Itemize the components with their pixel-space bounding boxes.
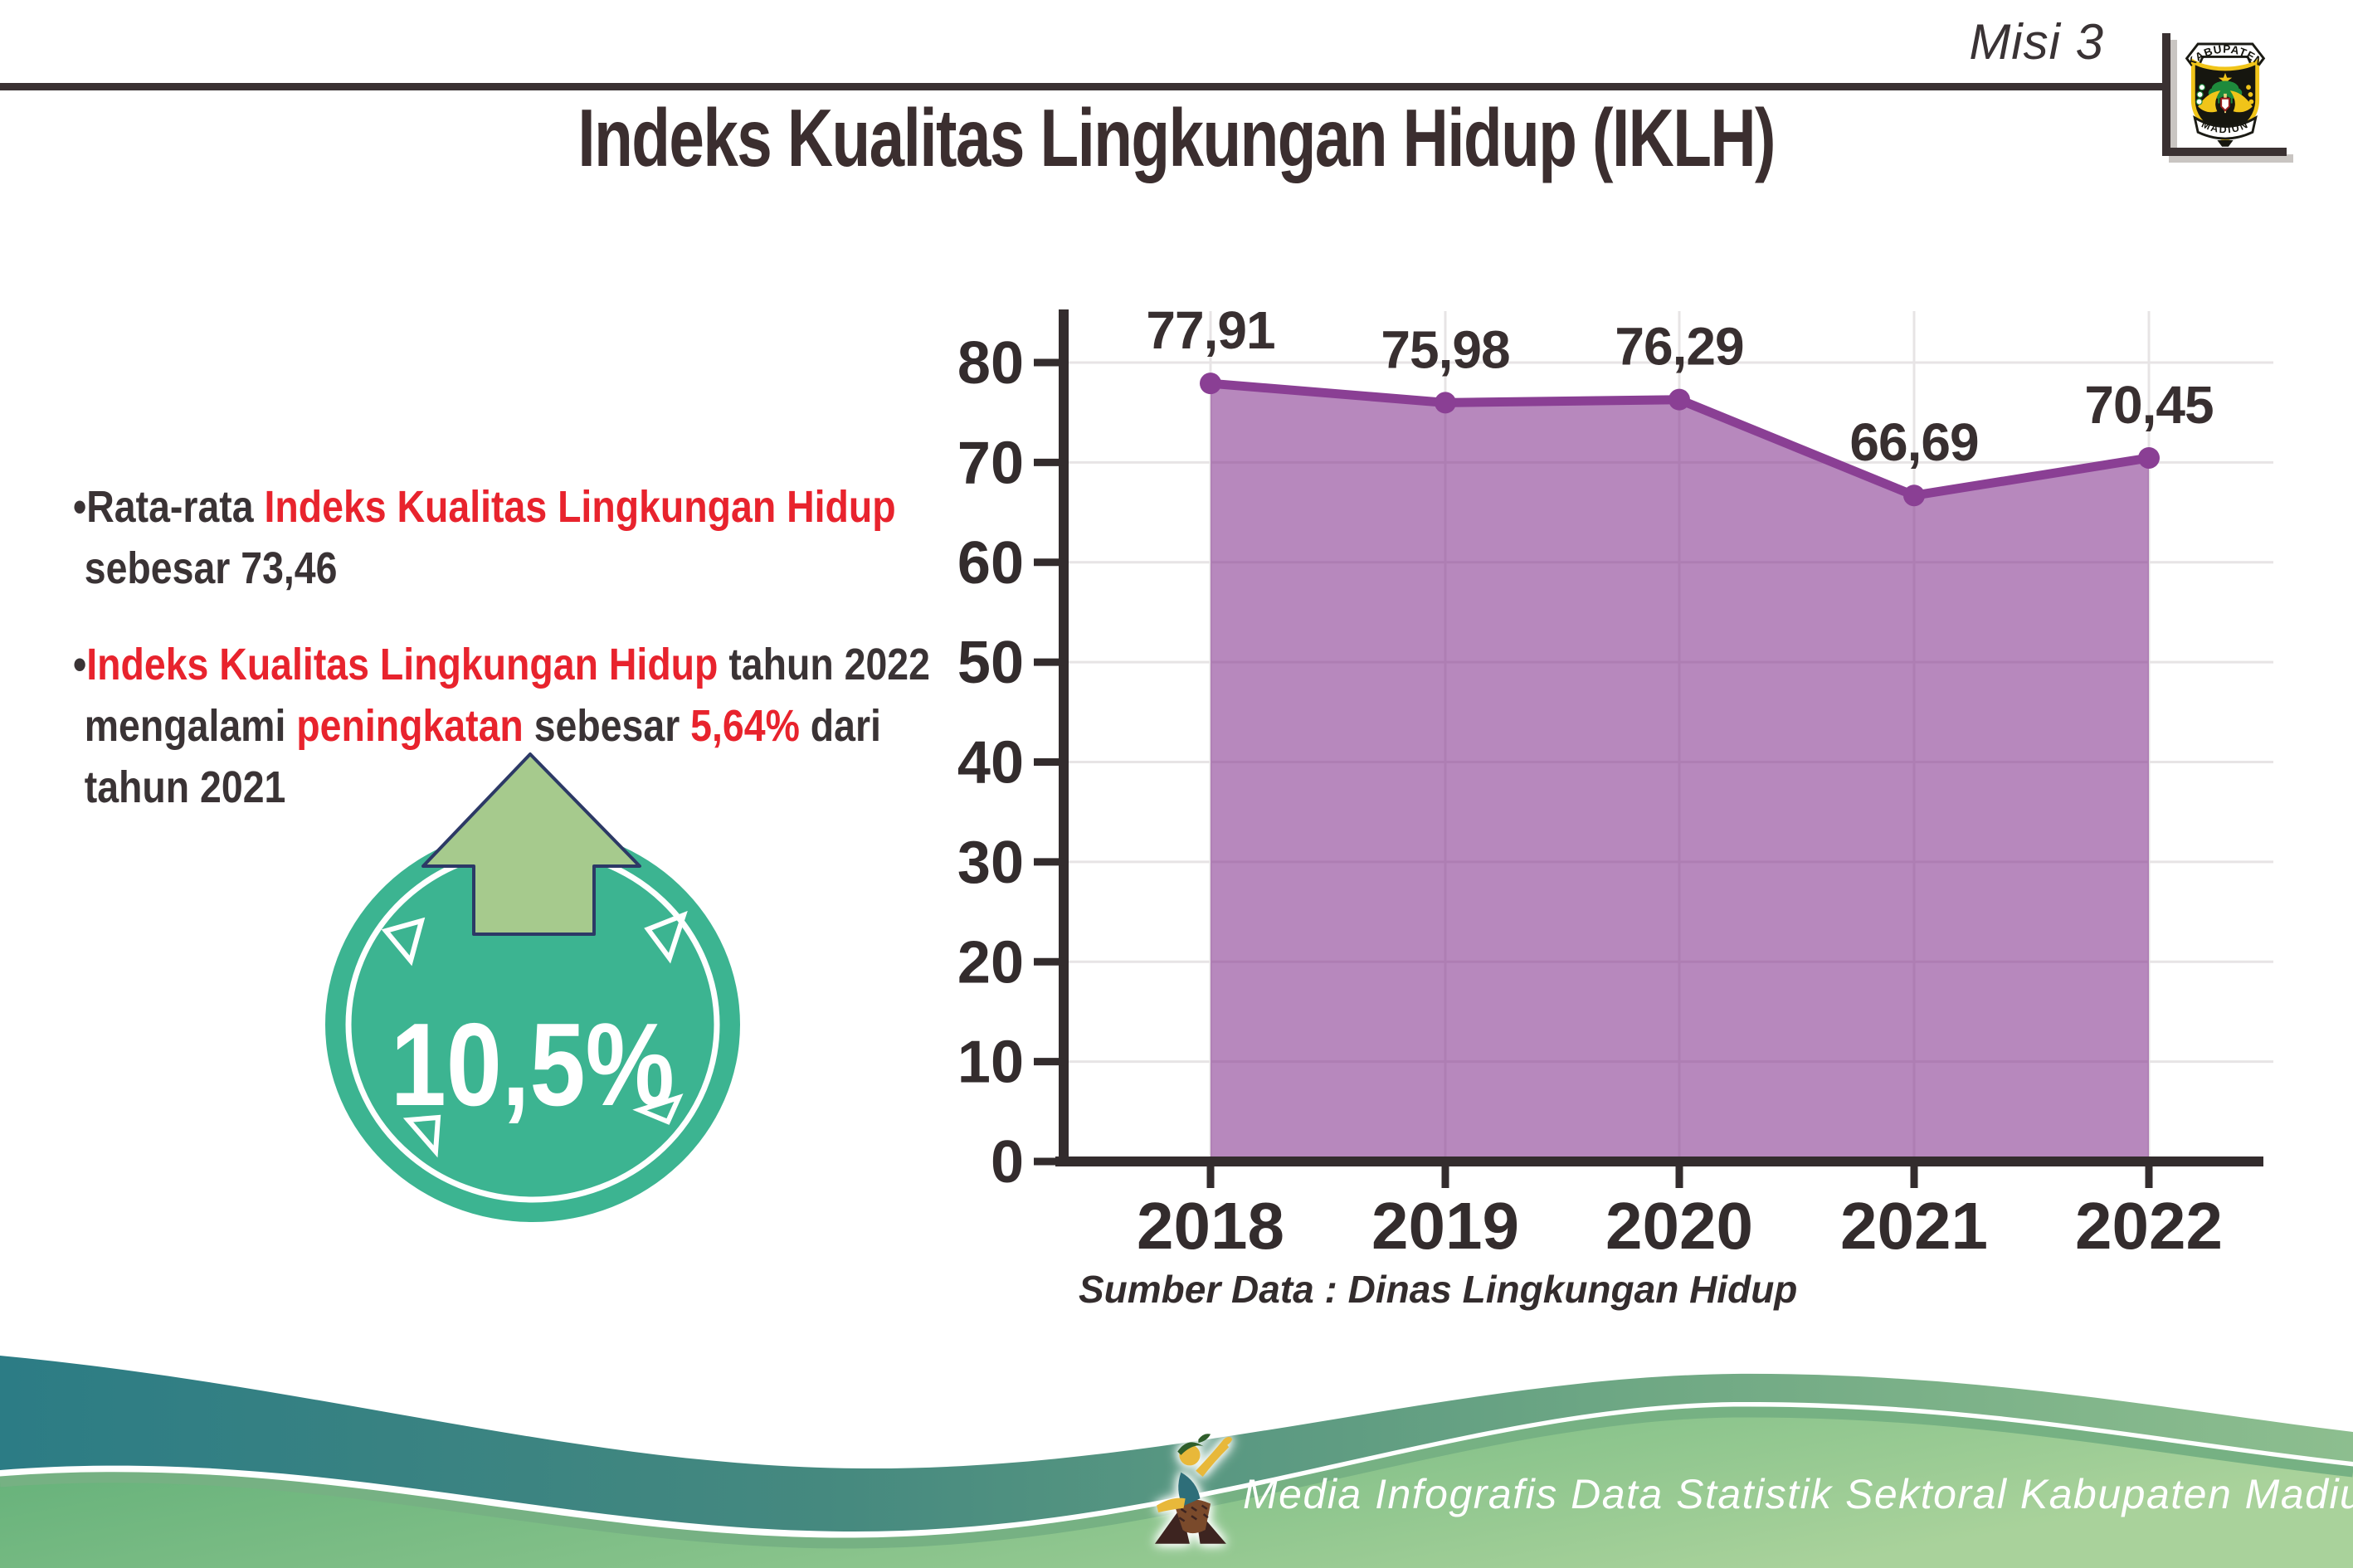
text-segment: peningkatan (296, 701, 524, 751)
data-point (1200, 373, 1221, 395)
corner-bracket-horizontal (2162, 148, 2287, 156)
data-point (1669, 388, 1690, 411)
x-tick-label: 2019 (1371, 1189, 1519, 1263)
x-tick-label: 2021 (1840, 1189, 1988, 1263)
y-tick-label: 20 (957, 929, 1024, 996)
x-tick-label: 2018 (1137, 1189, 1284, 1263)
increase-badge: 10,5% (325, 752, 740, 1222)
mission-label: Misi 3 (1969, 14, 2104, 70)
x-tick-label: 2020 (1605, 1189, 1753, 1263)
y-tick-label: 0 (991, 1129, 1024, 1195)
dancer-mascot-icon (1154, 1434, 1233, 1544)
badge-value: 10,5% (391, 999, 675, 1130)
y-tick-label: 50 (957, 630, 1024, 696)
text-segment: sebesar (523, 701, 691, 751)
text-segment: •Rata-rata (73, 482, 265, 532)
kabupaten-madiun-logo-icon: KABUPATEN MADIUN (2185, 43, 2266, 147)
data-point (1435, 392, 1456, 414)
data-label: 77,91 (1146, 300, 1274, 360)
bullet-line: mengalami peningkatan sebesar 5,64% dari (73, 695, 930, 757)
badge-circle (325, 827, 740, 1222)
y-tick-label: 40 (957, 730, 1024, 796)
data-point (1903, 485, 1925, 507)
text-segment: mengalami (84, 701, 297, 751)
iklh-area-chart: 0 10 20 30 40 50 60 70 80 2018 2019 2020 2021 2022 77,… (957, 300, 2273, 1311)
footer-teal-band (0, 1356, 2353, 1531)
data-point (2138, 446, 2160, 469)
x-tick-label: 2022 (2075, 1189, 2223, 1263)
corner-bracket-vertical (2162, 33, 2170, 156)
sparkle-triangle-icon (644, 910, 688, 964)
sparkle-triangle-icon (381, 917, 426, 967)
y-tick-label: 70 (957, 430, 1024, 496)
corner-bracket-shadow-v (2169, 40, 2177, 163)
text-segment: tahun 2022 (718, 640, 930, 689)
area-fill (1211, 383, 2149, 1161)
text-segment: dari (799, 701, 881, 751)
bullet-line: •Indeks Kualitas Lingkungan Hidup tahun … (73, 634, 930, 695)
bullet-line: sebesar 73,46 (73, 538, 930, 599)
footer-wave (0, 1356, 2353, 1568)
up-arrow-icon (421, 752, 641, 936)
y-tick-label: 80 (957, 330, 1024, 397)
sparkle-triangle-icon (632, 1093, 684, 1125)
text-segment: • (73, 640, 87, 689)
text-segment: Indeks Kualitas Lingkungan Hidup (86, 640, 719, 689)
data-label: 70,45 (2084, 375, 2213, 435)
footer-hill-rim (0, 1406, 2353, 1549)
y-tick-label: 30 (957, 830, 1024, 896)
footer-credit: Media Infografis Data Statistik Sektoral… (1243, 1471, 2353, 1517)
bullet-average-iklh: •Rata-rata Indeks Kualitas Lingkungan Hi… (73, 476, 1069, 599)
page-title: Indeks Kualitas Lingkungan Hidup (IKLH) (0, 91, 2353, 185)
header-rule (0, 83, 2167, 90)
page-title-text: Indeks Kualitas Lingkungan Hidup (IKLH) (577, 92, 1776, 183)
corner-bracket-shadow-h (2169, 154, 2293, 163)
bullet-increase-2022: •Indeks Kualitas Lingkungan Hidup tahun … (73, 634, 1069, 818)
text-segment: 5,64% (690, 701, 800, 751)
text-segment: sebesar 73,46 (84, 543, 338, 593)
logo-bottom-text: MADIUN (2200, 118, 2251, 135)
source-note: Sumber Data : Dinas Lingkungan Hidup (1079, 1268, 1797, 1311)
bullet-line: •Rata-rata Indeks Kualitas Lingkungan Hi… (73, 476, 930, 538)
data-label: 75,98 (1381, 319, 1509, 379)
y-tick-label: 10 (957, 1030, 1024, 1096)
data-label: 76,29 (1615, 317, 1743, 377)
data-label: 66,69 (1849, 412, 1978, 472)
sparkle-triangle-icon (402, 1114, 441, 1158)
text-segment: Indeks Kualitas Lingkungan Hidup (264, 482, 896, 532)
text-segment: tahun 2021 (84, 762, 286, 812)
bullet-line: tahun 2021 (73, 757, 930, 818)
key-findings: •Rata-rata Indeks Kualitas Lingkungan Hi… (73, 476, 1069, 853)
y-tick-label: 60 (957, 530, 1024, 597)
